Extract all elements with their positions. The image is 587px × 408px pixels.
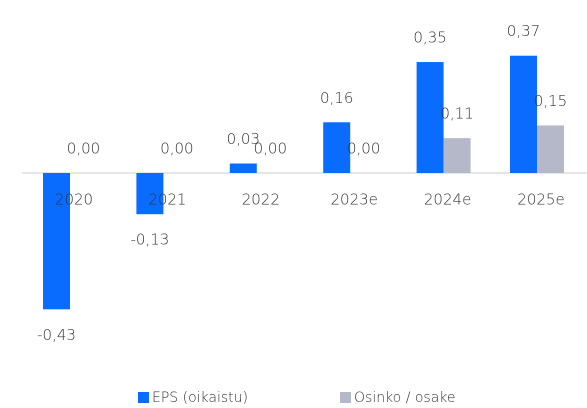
bar [416, 62, 444, 173]
bar [323, 122, 351, 173]
x-tick-label: 2024e [424, 191, 471, 209]
value-label: -0,43 [37, 326, 76, 344]
value-label: 0,00 [160, 140, 193, 158]
value-label: 0,00 [67, 140, 100, 158]
bar [510, 55, 537, 173]
legend-swatch [138, 392, 149, 403]
value-label: 0,00 [347, 140, 380, 158]
bar [43, 173, 70, 310]
x-tick-label: 2021 [148, 191, 186, 209]
x-tick-label: 2023e [330, 191, 377, 209]
value-label: 0,15 [534, 92, 567, 110]
value-label: 0,11 [440, 105, 473, 123]
legend-swatch [340, 392, 351, 403]
x-tick-label: 2020 [55, 191, 93, 209]
value-label: 0,37 [507, 22, 540, 40]
legend-label: Osinko / osake [354, 390, 456, 406]
value-label: 0,16 [320, 89, 353, 107]
x-tick-label: 2022 [242, 191, 280, 209]
value-label: 0,03 [227, 130, 260, 148]
x-tick-label: 2025e [517, 191, 564, 209]
bar [229, 163, 257, 173]
bar [537, 125, 564, 173]
bar [443, 138, 471, 173]
value-label: 0,00 [254, 140, 287, 158]
bar [136, 173, 164, 215]
value-label: 0,35 [413, 29, 446, 47]
value-label: -0,13 [130, 231, 169, 249]
legend-label: EPS (oikaistu) [152, 390, 248, 406]
